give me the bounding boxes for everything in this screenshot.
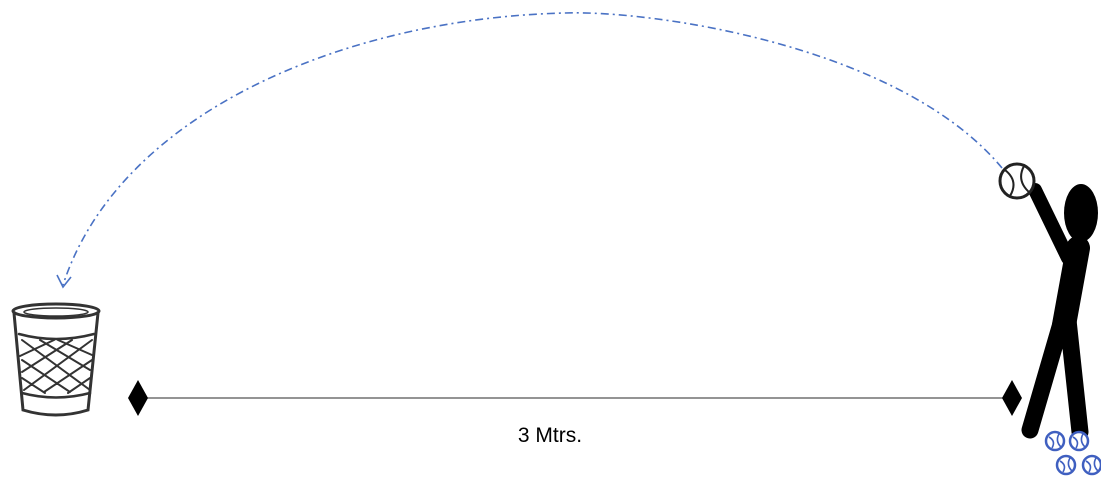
start-diamond-marker xyxy=(128,380,148,416)
tennis-ball-icon xyxy=(998,162,1036,200)
trajectory-arrowhead xyxy=(56,274,72,289)
waste-basket-icon xyxy=(11,302,101,417)
end-diamond-marker xyxy=(1002,380,1022,416)
distance-label: 3 Mtrs. xyxy=(517,424,583,447)
ball-pile-icon xyxy=(1044,430,1101,476)
thrower-figure-icon xyxy=(1021,183,1098,441)
throw-trajectory-arc xyxy=(62,12,1003,286)
